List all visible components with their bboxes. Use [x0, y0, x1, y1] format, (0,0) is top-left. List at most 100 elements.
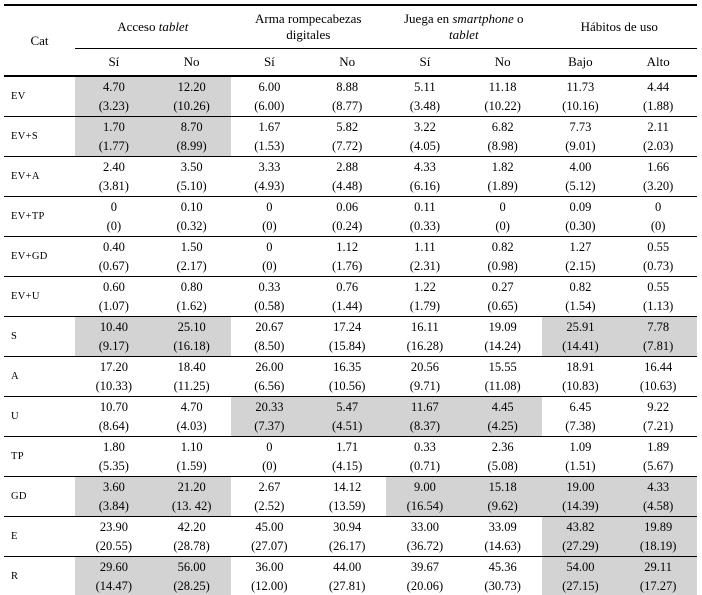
- mean-value: 0.60: [102, 280, 125, 294]
- sd-value: (6.56): [254, 379, 285, 393]
- mean-value: 18.40: [177, 360, 206, 374]
- sd-value: (2.52): [254, 499, 285, 513]
- mean-value: 3.22: [413, 120, 436, 134]
- mean-sd-cell: 1.89 (5.67): [619, 437, 697, 477]
- mean-value: 9.00: [413, 480, 436, 494]
- mean-value: 0: [266, 200, 273, 214]
- mean-value: 3.33: [258, 160, 281, 174]
- sd-value: (1.89): [487, 179, 518, 193]
- mean-sd-cell: 11.73 (10.16): [542, 76, 620, 117]
- sd-value: (7.21): [643, 419, 674, 433]
- mean-value: 20.67: [255, 320, 284, 334]
- table-row-ev-gd: EV+GD 0.40 (0.67) 1.50 (2.17) 0 (0) 1.12 (1.76) 1…: [4, 237, 698, 277]
- mean-sd-cell: 23.90 (20.55): [75, 517, 153, 557]
- sd-value: (4.15): [332, 459, 363, 473]
- sd-value: (5.35): [98, 459, 129, 473]
- row-category-label: A: [11, 371, 19, 382]
- mean-sd-cell: 1.11 (2.31): [386, 237, 464, 277]
- mean-value: 0: [655, 200, 662, 214]
- mean-value: 14.12: [333, 480, 362, 494]
- sd-value: (15.84): [328, 339, 366, 353]
- sd-value: (11.25): [173, 379, 210, 393]
- table-row-a: A 17.20 (10.33) 18.40 (11.25) 26.00 (6.56) 16.3…: [4, 357, 698, 397]
- sd-value: (0.65): [487, 299, 518, 313]
- mean-sd-cell: 0.40 (0.67): [75, 237, 153, 277]
- mean-value: 1.09: [569, 440, 592, 454]
- mean-value: 0.06: [336, 200, 359, 214]
- sd-value: (1.13): [643, 299, 674, 313]
- row-category-label: TP: [11, 451, 24, 462]
- group-header-row: Cat Acceso tablet Arma rompecabezas digit…: [4, 5, 698, 77]
- mean-sd-cell-highlighted: 8.70 (8.99): [152, 116, 231, 157]
- mean-sd-cell: 1.12 (1.76): [308, 237, 386, 277]
- column-header-no: No: [463, 48, 542, 77]
- mean-value: 44.00: [333, 560, 362, 574]
- sd-value: (5.12): [565, 179, 596, 193]
- table-row-s: S 10.40 (9.17) 25.10 (16.18) 20.67 (8.50) 17.24…: [4, 316, 698, 357]
- sd-value: (27.81): [328, 579, 366, 593]
- mean-sd-cell: 42.20 (28.78): [153, 517, 231, 557]
- mean-sd-cell: 18.40 (11.25): [153, 357, 231, 397]
- mean-value: 5.11: [414, 80, 436, 94]
- mean-value: 1.11: [414, 240, 436, 254]
- sd-value: (4.25): [487, 419, 518, 433]
- mean-sd-cell: 16.44 (10.63): [619, 357, 697, 397]
- sd-value: (5.10): [176, 179, 207, 193]
- mean-sd-cell: 2.36 (5.08): [464, 437, 542, 477]
- sd-value: (26.17): [328, 539, 366, 553]
- sd-value: (4.05): [409, 139, 440, 153]
- mean-sd-cell: 16.35 (10.56): [308, 357, 386, 397]
- sd-value: (1.77): [98, 139, 129, 153]
- mean-value: 4.70: [102, 80, 125, 94]
- mean-value: 36.00: [255, 560, 284, 574]
- sd-value: (13. 42): [171, 499, 212, 513]
- mean-value: 7.73: [569, 120, 592, 134]
- table-row-r: R 29.60 (14.47) 56.00 (28.25) 36.00 (12.00) 44.…: [4, 556, 698, 595]
- mean-sd-cell: 0.82 (0.98): [464, 237, 542, 277]
- mean-value: 0.33: [413, 440, 436, 454]
- mean-sd-cell-highlighted: 5.47 (4.51): [308, 396, 387, 437]
- sd-value: (28.25): [173, 579, 210, 593]
- sd-value: (1.51): [565, 459, 596, 473]
- mean-value: 0: [266, 240, 273, 254]
- mean-sd-cell: 3.50 (5.10): [153, 157, 231, 197]
- row-category-label: EV+S: [11, 131, 38, 142]
- mean-value: 8.70: [180, 120, 203, 134]
- mean-sd-cell: 4.70 (4.03): [153, 397, 231, 437]
- group-header-juega-en-smartphone-o-tablet: Juega en smartphone o tablet: [386, 5, 542, 49]
- sd-value: (0): [262, 219, 277, 233]
- mean-value: 21.20: [177, 480, 206, 494]
- sd-value: (14.39): [562, 499, 599, 513]
- column-header-no: No: [308, 48, 387, 77]
- sd-value: (20.55): [95, 539, 133, 553]
- mean-value: 0.33: [258, 280, 281, 294]
- sd-value: (11.08): [484, 379, 521, 393]
- sd-value: (0): [106, 219, 122, 233]
- mean-value: 20.33: [255, 400, 284, 414]
- sd-value: (10.16): [562, 99, 599, 113]
- sd-value: (0): [495, 219, 510, 233]
- mean-sd-cell: 1.27 (2.15): [542, 237, 620, 277]
- mean-value: 20.56: [410, 360, 439, 374]
- mean-sd-cell: 39.67 (20.06): [386, 557, 464, 595]
- sd-value: (14.24): [484, 339, 521, 353]
- mean-value: 4.44: [647, 80, 670, 94]
- sd-value: (4.03): [176, 419, 207, 433]
- row-category-label: EV+U: [11, 291, 40, 302]
- row-category-label: GD: [11, 491, 27, 502]
- mean-sd-cell: 0.80 (1.62): [153, 277, 231, 317]
- mean-value: 6.00: [258, 80, 281, 94]
- sd-value: (0.58): [254, 299, 285, 313]
- sd-value: (6.00): [254, 99, 285, 113]
- mean-sd-cell-highlighted: 21.20 (13. 42): [152, 476, 231, 517]
- sd-value: (1.76): [332, 259, 363, 273]
- mean-value: 0.76: [336, 280, 359, 294]
- mean-value: 10.70: [99, 400, 128, 414]
- sd-value: (13.59): [328, 499, 366, 513]
- sd-value: (10.56): [328, 379, 366, 393]
- sd-value: (3.48): [409, 99, 440, 113]
- sd-value: (8.99): [176, 139, 207, 153]
- mean-sd-cell-highlighted: 1.70 (1.77): [75, 116, 153, 157]
- sd-value: (12.00): [251, 579, 288, 593]
